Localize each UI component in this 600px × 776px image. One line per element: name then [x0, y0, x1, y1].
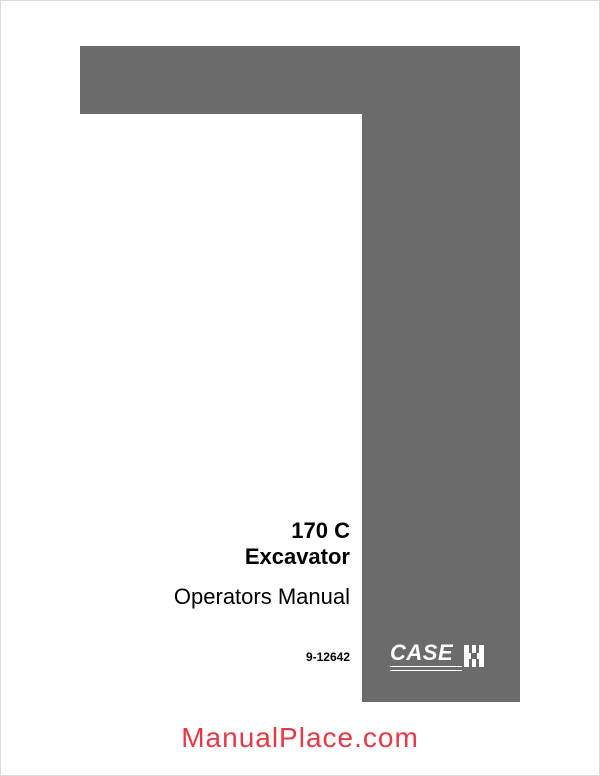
logo-underlines: [390, 666, 462, 674]
product-name: Excavator: [80, 544, 350, 570]
brand-logo: CASE: [390, 640, 495, 680]
model-number: 170 C: [80, 518, 350, 544]
watermark-text: ManualPlace.com: [0, 722, 600, 754]
ih-icon: [462, 645, 486, 667]
manual-type: Operators Manual: [80, 584, 350, 610]
l-shape-vertical: [362, 46, 520, 702]
brand-text: CASE: [390, 640, 453, 666]
part-number: 9-12642: [80, 650, 350, 664]
